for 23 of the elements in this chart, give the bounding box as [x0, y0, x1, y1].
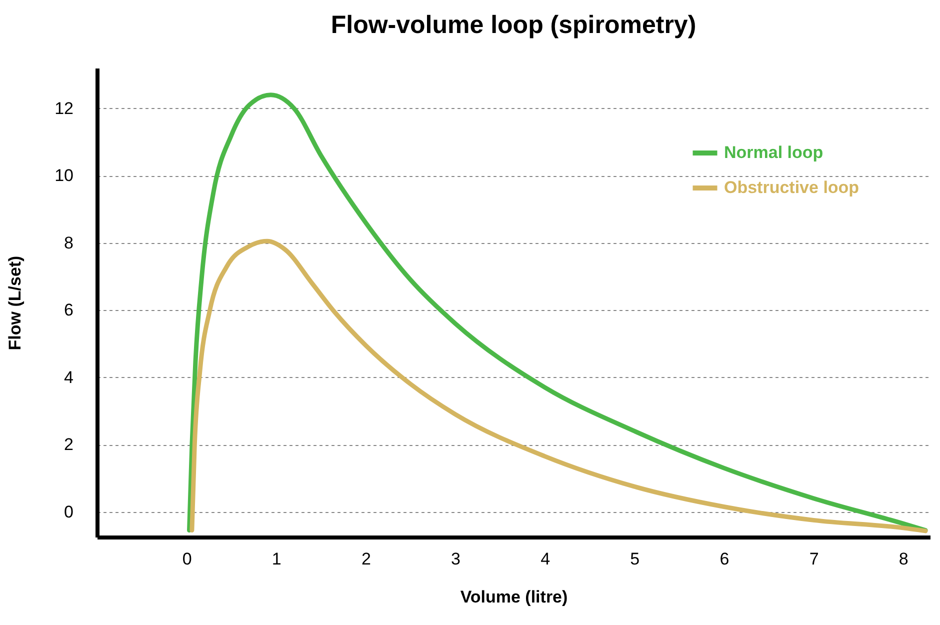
y-tick-label: 10	[54, 166, 74, 186]
legend-label: Obstructive loop	[724, 178, 860, 197]
x-tick-label: 1	[272, 550, 282, 568]
x-tick-label: 7	[809, 550, 819, 568]
y-axis-title: Flow (L/set)	[6, 256, 25, 350]
line-series	[190, 238, 928, 534]
line-series	[187, 92, 928, 533]
x-tick-label: 0	[182, 550, 192, 568]
x-tick-label: 6	[720, 550, 730, 568]
y-tick-label: 4	[64, 368, 74, 387]
y-tick-label: 12	[54, 98, 74, 118]
x-tick-label: 8	[898, 550, 908, 568]
x-tick-label: 5	[630, 550, 640, 568]
x-tick-label: 3	[451, 550, 461, 568]
x-tick-label: 2	[361, 550, 371, 568]
x-tick-label: 4	[540, 550, 550, 568]
legend-label: Normal loop	[724, 143, 824, 162]
x-axis-title: Volume (litre)	[460, 588, 568, 606]
y-tick-label: 2	[64, 435, 74, 454]
y-tick-label: 6	[64, 300, 74, 320]
chart-title: Flow-volume loop (spirometry)	[330, 11, 696, 39]
y-tick-label: 8	[64, 233, 74, 252]
y-tick-label: 0	[64, 502, 74, 522]
